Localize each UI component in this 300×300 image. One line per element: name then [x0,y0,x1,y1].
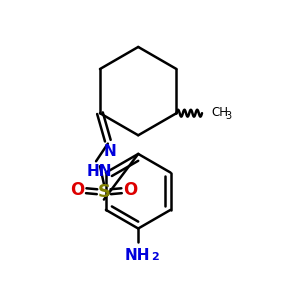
Text: HN: HN [86,164,112,179]
Text: O: O [123,181,137,199]
Text: 3: 3 [226,111,232,121]
Text: 2: 2 [151,252,159,262]
Text: NH: NH [124,248,150,263]
Text: O: O [70,181,85,199]
Text: N: N [103,144,116,159]
Text: CH: CH [212,106,229,119]
Text: S: S [98,183,110,201]
